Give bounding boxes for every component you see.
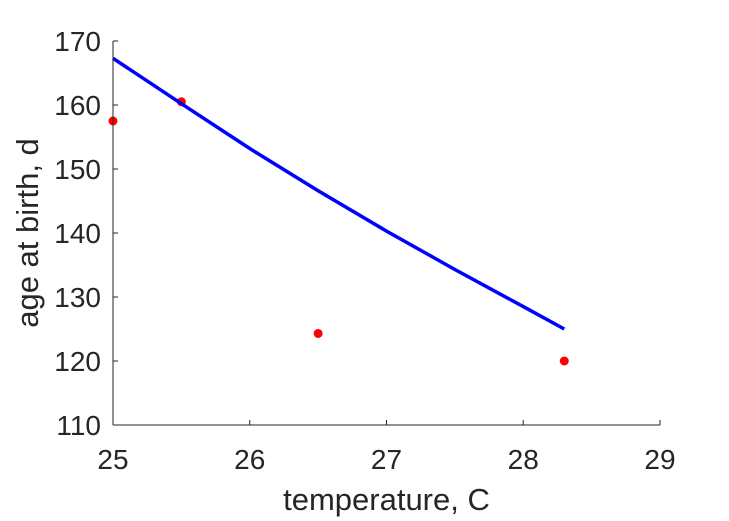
x-tick-label: 29 — [644, 444, 675, 475]
data-point — [313, 328, 323, 338]
x-axis-ticks: 25 26 27 28 29 — [97, 420, 676, 475]
y-tick-label: 130 — [54, 282, 101, 313]
y-tick-label: 170 — [54, 26, 101, 57]
x-tick-label: 28 — [508, 444, 539, 475]
y-tick-label: 120 — [54, 346, 101, 377]
y-tick-label: 150 — [54, 154, 101, 185]
y-axis-ticks: 110 120 130 140 150 160 170 — [54, 26, 118, 441]
y-tick-label: 140 — [54, 218, 101, 249]
x-tick-label: 26 — [234, 444, 265, 475]
x-tick-label: 25 — [97, 444, 128, 475]
plot-area — [108, 56, 569, 366]
data-point — [559, 356, 569, 366]
y-axis-label: age at birth, d — [10, 138, 45, 328]
y-tick-label: 110 — [56, 410, 101, 441]
x-axis-label: temperature, C — [283, 482, 490, 517]
y-tick-label: 160 — [54, 90, 101, 121]
fit-line — [112, 56, 566, 331]
x-tick-label: 27 — [371, 444, 402, 475]
